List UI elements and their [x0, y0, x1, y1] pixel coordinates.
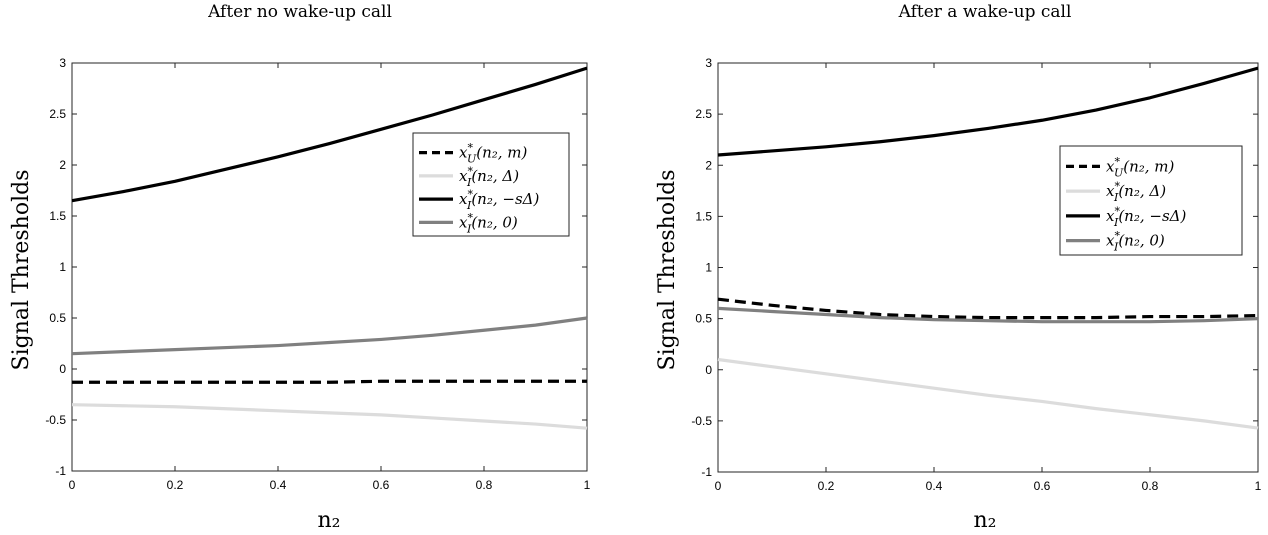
series-line-1 — [717, 357, 1259, 430]
chart-title: After no wake-up call — [207, 2, 392, 22]
series-line-3 — [717, 306, 1259, 324]
legend-label: x* U(n₂, m) — [459, 142, 528, 166]
x-tick-label: 0.8 — [1142, 479, 1159, 493]
series-line-1 — [71, 403, 588, 430]
y-tick-label: 1.5 — [49, 209, 66, 223]
chart-title: After a wake-up call — [898, 2, 1072, 22]
legend-label: x* I(n₂, Δ) — [1106, 180, 1166, 204]
y-tick-label: 3 — [59, 56, 66, 70]
x-tick-label: 0.2 — [818, 479, 835, 493]
plot-area-frame — [717, 62, 1259, 473]
y-tick-label: 1 — [59, 260, 66, 274]
plot-area-frame — [71, 62, 588, 472]
chart-panel-right: After a wake-up call Signal Thresholds n… — [634, 0, 1268, 535]
legend-label: x* I(n₂, 0) — [1106, 230, 1165, 254]
line-chart-wake-up: After a wake-up call Signal Thresholds n… — [655, 2, 1262, 533]
y-tick-label: 2 — [59, 158, 66, 172]
legend-label: x* I(n₂, −sΔ) — [459, 188, 539, 212]
x-tick-label: 0.8 — [476, 478, 493, 492]
y-tick-label: 0.5 — [695, 312, 712, 326]
y-tick-label: 1.5 — [695, 209, 712, 223]
x-tick-label: 0.4 — [270, 478, 287, 492]
y-tick-label: -0.5 — [691, 414, 712, 428]
y-tick-label: 2 — [705, 158, 712, 172]
series-line-3 — [71, 316, 588, 356]
y-tick-label: 0.5 — [49, 311, 66, 325]
legend-label: x* I(n₂, 0) — [459, 211, 518, 235]
y-tick-label: 1 — [705, 261, 712, 275]
chart-panel-left: After no wake-up call Signal Thresholds … — [9, 2, 591, 533]
x-tick-label: 0 — [69, 478, 76, 492]
legend: x* U(n₂, m)x* I(n₂, Δ)x* I(n₂, −sΔ)x* I(n₂, … — [1059, 145, 1243, 256]
legend-label: x* I(n₂, Δ) — [459, 165, 519, 189]
x-tick-label: 1 — [1255, 479, 1262, 493]
y-tick-label: 2.5 — [49, 107, 66, 121]
y-tick-label: 3 — [705, 56, 712, 70]
x-axis-label: n₂ — [318, 508, 341, 533]
legend-label: x* I(n₂, −sΔ) — [1106, 205, 1186, 229]
series-line-2 — [717, 66, 1259, 157]
y-tick-label: 0 — [59, 362, 66, 376]
x-tick-label: 0 — [715, 479, 722, 493]
series-line-0 — [72, 379, 587, 384]
y-tick-label: -1 — [55, 464, 66, 478]
legend-box — [1059, 145, 1243, 256]
x-tick-label: 0.4 — [926, 479, 943, 493]
y-axis-label: Signal Thresholds — [655, 170, 680, 371]
legend-label: x* U(n₂, m) — [1106, 155, 1175, 179]
legend-box — [412, 132, 570, 237]
legend: x* U(n₂, m)x* I(n₂, Δ)x* I(n₂, −sΔ)x* I(n₂, … — [412, 132, 570, 237]
x-axis-label: n₂ — [974, 508, 997, 533]
y-tick-label: 0 — [705, 363, 712, 377]
y-axis-label: Signal Thresholds — [9, 170, 34, 371]
series-line-2 — [71, 66, 588, 203]
y-tick-label: -1 — [701, 465, 712, 479]
x-tick-label: 0.6 — [1034, 479, 1051, 493]
y-tick-label: -0.5 — [45, 413, 66, 427]
line-chart-no-wake-up: After no wake-up call Signal Thresholds … — [9, 2, 591, 533]
x-tick-label: 0.2 — [167, 478, 184, 492]
x-tick-label: 1 — [584, 478, 591, 492]
y-tick-label: 2.5 — [695, 107, 712, 121]
x-tick-label: 0.6 — [373, 478, 390, 492]
series-line-0 — [717, 297, 1259, 320]
